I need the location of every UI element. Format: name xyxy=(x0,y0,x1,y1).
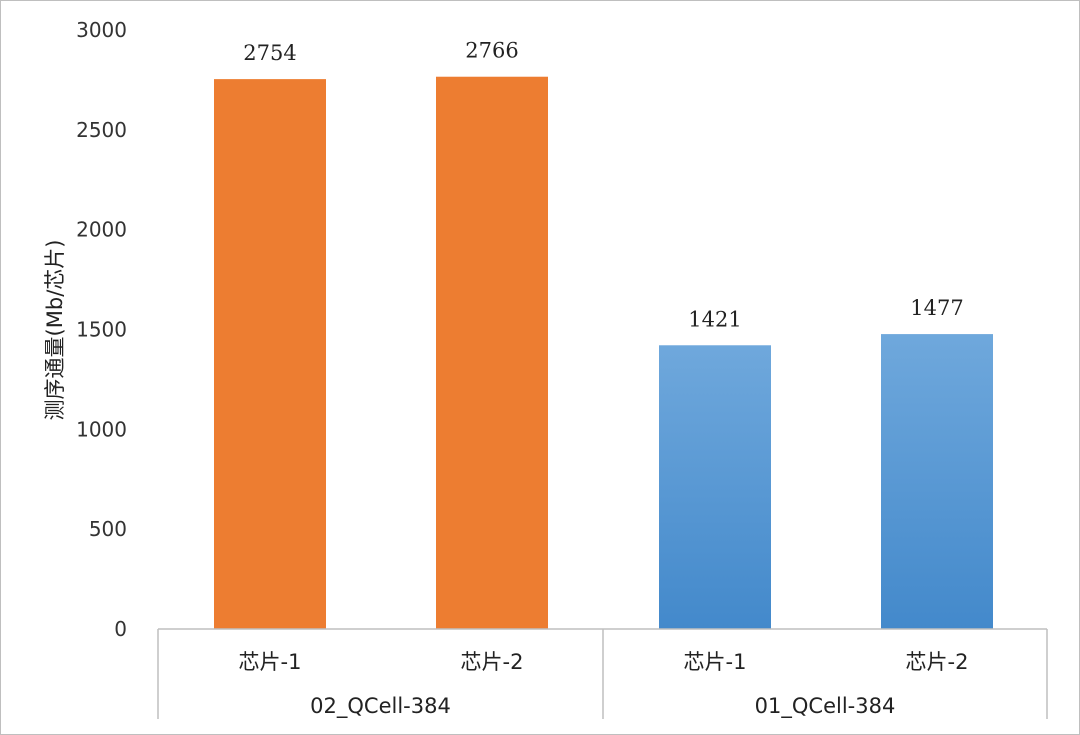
y-tick-label: 1000 xyxy=(76,417,127,441)
category-label: 芯片-2 xyxy=(906,650,969,674)
y-tick-label: 500 xyxy=(89,517,127,541)
bar xyxy=(436,76,548,630)
bar xyxy=(214,79,326,630)
data-label: 2766 xyxy=(465,39,518,63)
bar xyxy=(881,334,993,629)
y-tick-label: 1500 xyxy=(76,318,127,342)
data-label: 1421 xyxy=(688,307,741,331)
y-tick-label: 0 xyxy=(114,617,127,641)
y-tick-label: 3000 xyxy=(76,18,127,42)
y-tick-label: 2500 xyxy=(76,118,127,142)
category-label: 芯片-2 xyxy=(461,650,524,674)
group-label: 01_QCell-384 xyxy=(755,694,896,719)
y-axis-ticks: 0 500 1000 1500 2000 2500 3000 xyxy=(76,18,127,641)
bars: 2754 2766 1421 1477 xyxy=(214,39,993,630)
group-label: 02_QCell-384 xyxy=(310,694,451,719)
category-label: 芯片-1 xyxy=(239,650,302,674)
data-label: 1477 xyxy=(910,296,963,320)
bar xyxy=(659,345,771,629)
data-label: 2754 xyxy=(243,41,296,65)
category-axis: 芯片-1 芯片-2 芯片-1 芯片-2 02_QCell-384 01_QCell-384 xyxy=(157,628,1048,719)
y-tick-label: 2000 xyxy=(76,218,127,242)
y-axis-label: 测序通量(Mb/芯片) xyxy=(43,240,67,421)
category-label: 芯片-1 xyxy=(684,650,747,674)
